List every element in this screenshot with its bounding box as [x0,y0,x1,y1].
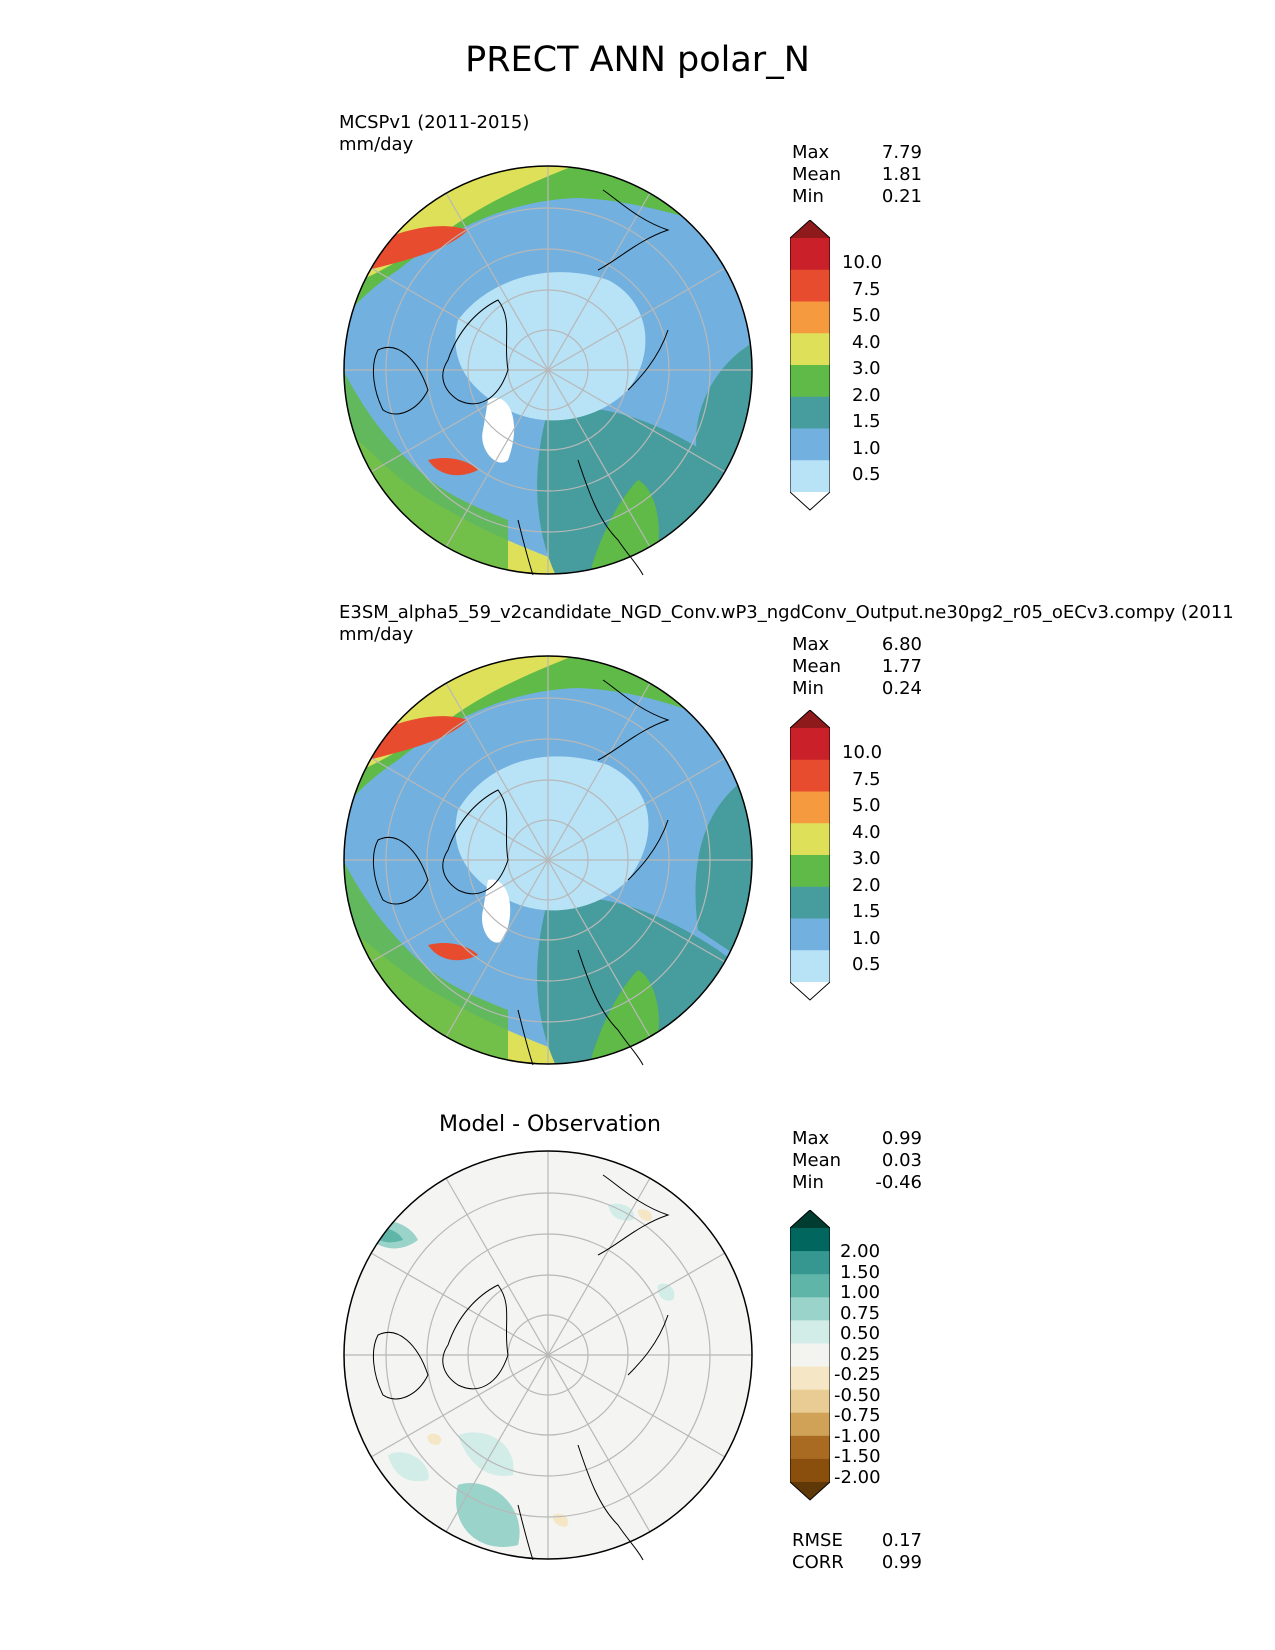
panel2-label: E3SM_alpha5_59_v2candidate_NGD_Conv.wP3_… [339,602,1234,646]
cb2-tick: 4.0 [852,822,881,843]
colorbar3-extend-top [790,1210,830,1228]
stat-min: Min 0.21 [792,186,922,207]
cb2-tick: 2.0 [852,875,881,896]
colorbar1-extend-top [790,220,830,238]
cb1-tick: 7.5 [852,279,881,300]
cb1-tick: 1.5 [852,411,881,432]
stat-mean: Mean 1.81 [792,164,922,185]
cb3-tick: -0.25 [834,1364,881,1385]
colorbar2-color-bin [790,886,830,919]
colorbar3-color-bin [790,1412,830,1437]
cb3-tick: -0.75 [834,1405,881,1426]
metric-corr: CORR 0.99 [792,1552,922,1573]
colorbar2-color-bin [790,759,830,792]
cb2-tick: 3.0 [852,848,881,869]
stat-max: Max 7.79 [792,142,922,163]
stat-min: Min -0.46 [792,1172,922,1193]
colorbar2-color-bin [790,728,830,761]
colorbar1-color-bin [790,460,830,493]
panel1-polar-map [343,165,753,576]
cb3-tick: 0.50 [840,1323,881,1344]
cb2-tick: 1.5 [852,901,881,922]
stat-max: Max 6.80 [792,634,922,655]
cb2-tick: 1.0 [852,928,881,949]
colorbar3-extend-bottom [790,1482,830,1500]
colorbar2-color-bin [790,855,830,888]
colorbar1-color-bin [790,396,830,429]
panel1-colorbar [790,220,830,511]
panel3-colorbar [790,1210,830,1501]
cb1-tick: 3.0 [852,358,881,379]
panel2-units-label: mm/day [339,624,414,645]
cb3-tick: -1.00 [834,1426,881,1447]
panel3-polar-map [343,1150,753,1561]
cb1-tick: 0.5 [852,464,881,485]
cb2-tick: 7.5 [852,769,881,790]
colorbar2-color-bin [790,823,830,856]
cb3-tick: 2.00 [840,1241,881,1262]
colorbar3-color-bin [790,1228,830,1252]
colorbar1-color-bin [790,269,830,302]
cb3-tick: -1.50 [834,1446,881,1467]
cb3-tick: 1.00 [840,1282,881,1303]
cb1-tick: 1.0 [852,438,881,459]
metric-rmse: RMSE 0.17 [792,1530,922,1551]
colorbar3-color-bin [790,1389,830,1414]
colorbar3-color-bin [790,1458,830,1483]
panel1-stats: Max 7.79 Mean 1.81 Min 0.21 [792,142,922,208]
cb3-tick: -0.50 [834,1385,881,1406]
panel2-colorbar [790,710,830,1001]
colorbar2-color-bin [790,918,830,951]
colorbar3-color-bin [790,1297,830,1321]
cb3-tick: 0.25 [840,1344,881,1365]
stat-mean: Mean 0.03 [792,1150,922,1171]
cb1-tick: 5.0 [852,305,881,326]
panel1-units-label: mm/day [339,134,414,155]
colorbar1-extend-bottom [790,492,830,510]
colorbar3-color-bin [790,1320,830,1344]
colorbar1-color-bin [790,365,830,398]
panel3-title: Model - Observation [439,1112,661,1137]
colorbar2-extend-bottom [790,982,830,1000]
panel1-label: MCSPv1 (2011-2015) mm/day [339,112,529,156]
cb3-tick: 0.75 [840,1303,881,1324]
colorbar1-color-bin [790,428,830,461]
panel3-stats: Max 0.99 Mean 0.03 Min -0.46 [792,1128,922,1194]
colorbar2-color-bin [790,950,830,983]
cb2-tick: 5.0 [852,795,881,816]
panel2-stats: Max 6.80 Mean 1.77 Min 0.24 [792,634,922,700]
colorbar1-color-bin [790,301,830,334]
cb2-tick: 10.0 [842,742,883,763]
cb3-tick: 1.50 [840,1262,881,1283]
stat-min: Min 0.24 [792,678,922,699]
colorbar2-extend-top [790,710,830,728]
colorbar3-color-bin [790,1366,830,1391]
colorbar3-color-bin [790,1251,830,1275]
figure-title: PRECT ANN polar_N [465,40,810,80]
colorbar1-color-bin [790,238,830,271]
cb1-tick: 10.0 [842,252,883,273]
cb3-tick: -2.00 [834,1467,881,1488]
colorbar2-color-bin [790,791,830,824]
stat-max: Max 0.99 [792,1128,922,1149]
panel1-dataset-label: MCSPv1 (2011-2015) [339,112,530,133]
colorbar1-color-bin [790,333,830,366]
colorbar3-color-bin [790,1274,830,1298]
cb2-tick: 0.5 [852,954,881,975]
panel3-metrics: RMSE 0.17 CORR 0.99 [792,1530,922,1574]
colorbar3-color-bin [790,1343,830,1368]
colorbar3-color-bin [790,1435,830,1460]
cb1-tick: 2.0 [852,385,881,406]
panel2-dataset-label: E3SM_alpha5_59_v2candidate_NGD_Conv.wP3_… [339,602,1234,623]
stat-mean: Mean 1.77 [792,656,922,677]
cb1-tick: 4.0 [852,332,881,353]
panel2-polar-map [343,655,753,1066]
